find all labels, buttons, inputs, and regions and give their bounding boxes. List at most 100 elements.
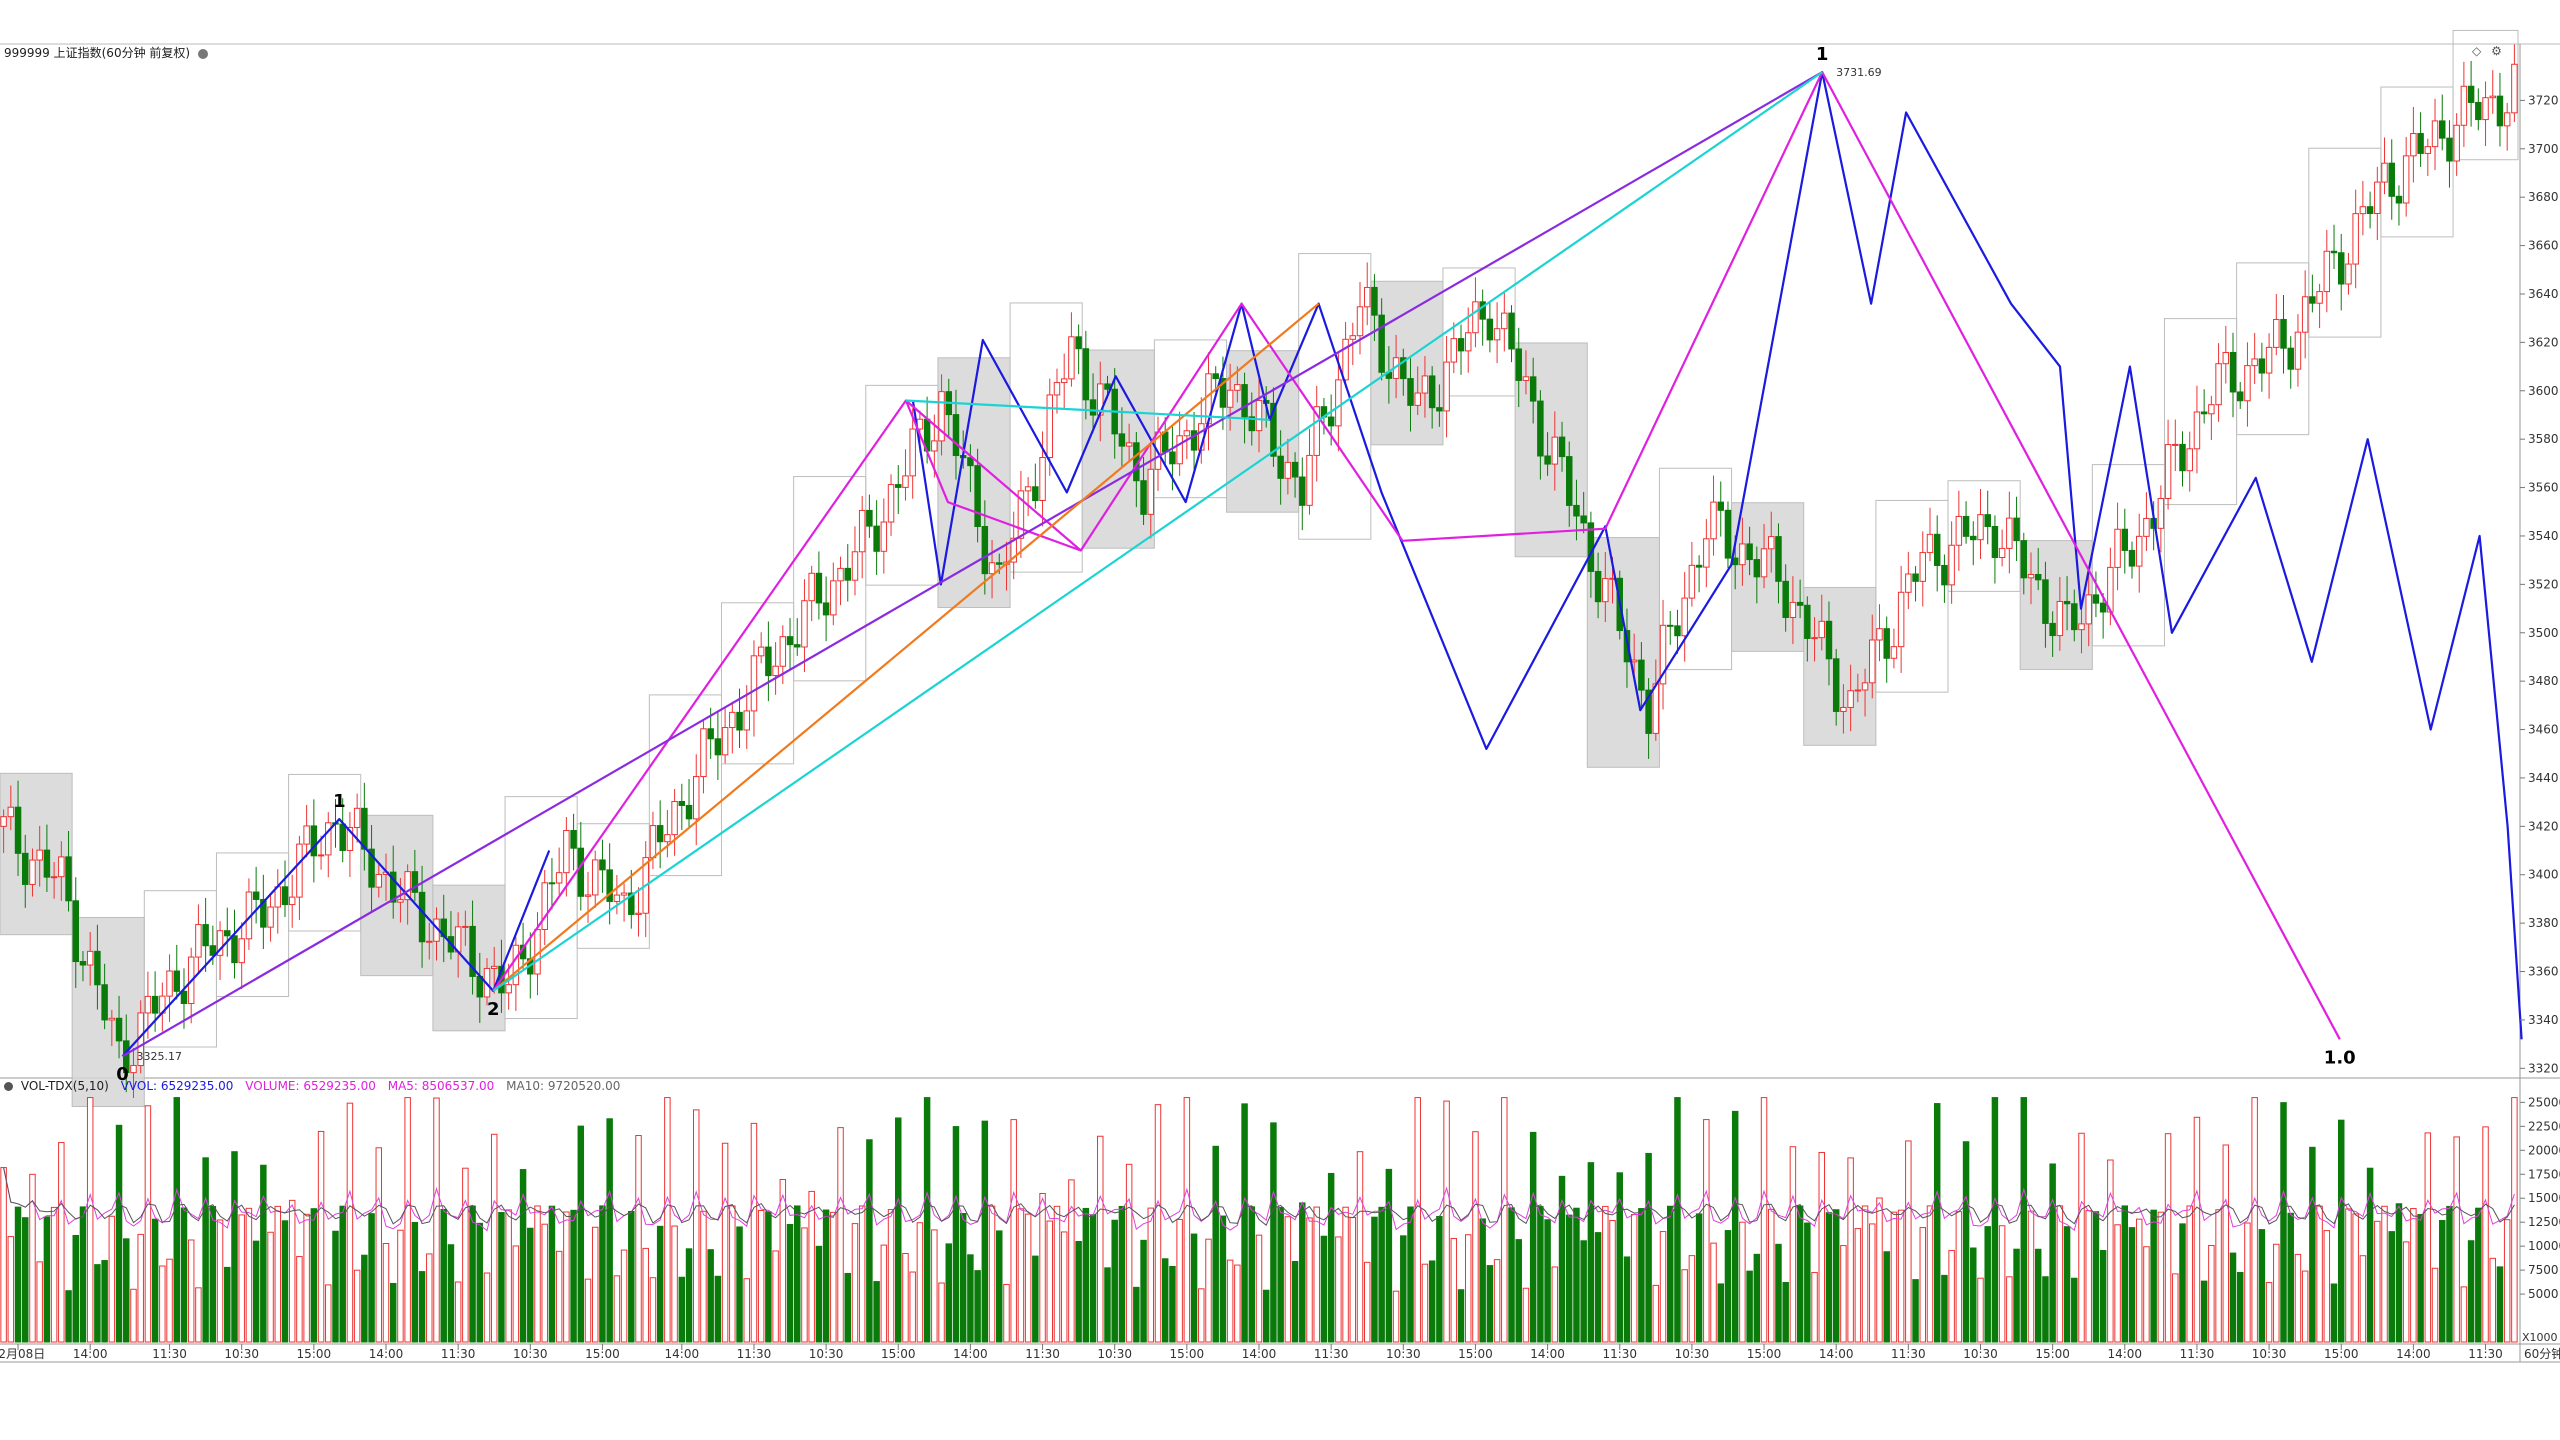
volume-bar-down [1537,1206,1544,1343]
candle-down [1327,416,1335,427]
volume-bar-up [1125,1163,1133,1343]
candle-down [1118,433,1126,447]
volume-ma10-line [3,1167,2515,1226]
volume-tick-label: 10000 [2528,1239,2560,1253]
volume-bar-down [22,1217,29,1343]
candle-down [1796,601,1804,606]
volume-bar-up [1183,1097,1191,1343]
candle-down [1580,515,1587,524]
volume-bar-up [1017,1208,1025,1343]
volume-bar-down [1508,1207,1515,1343]
range-box [1803,586,1877,746]
candle-down [599,859,606,871]
wave-line-cyan [905,399,1270,421]
candle-down [1212,373,1219,380]
candle-down [678,800,686,806]
circle-arrow-icon[interactable] [197,48,208,59]
extreme-price-label: 3325.17 [137,1050,183,1063]
volume-bar-up [534,1205,541,1343]
volume-bar-up [635,1135,642,1343]
volume-bar-up [591,1226,599,1343]
volume-tick-label: 5000 [2528,1287,2559,1301]
candle-up [729,711,736,729]
volume-bar-down [2013,1248,2020,1343]
price-tick-label: 3440 [2528,771,2559,785]
volume-bar-up [325,1284,332,1343]
candle-up [988,562,996,575]
volume-bar-up [7,1236,15,1343]
volume-settings-icon[interactable] [4,1082,13,1091]
range-box [720,602,795,765]
volume-tick-label: 25000 [2528,1095,2560,1109]
volume-bar-up [2027,1210,2035,1343]
price-tick-label: 3480 [2528,674,2559,688]
volume-bar-up [1840,1245,1847,1343]
candle-down [967,457,974,467]
candle-up [1414,392,1421,406]
volume-bar-up [1998,1225,2006,1343]
candle-down [1573,504,1580,517]
volume-bar-down [1436,1215,1443,1343]
volume-ma5-line [3,1167,2515,1232]
volume-bar-up [1284,1216,1292,1343]
volume-bar-up [2410,1208,2417,1343]
candle-up [130,1065,137,1074]
price-tick-label: 3540 [2528,529,2559,543]
instrument-title: 999999 上证指数(60分钟 前复权) [4,46,191,60]
candle-down [1984,514,1991,527]
wave-labels: 0 1 2 1 1.0 3731.69 3325.17 [116,44,2355,1085]
candle-down [1508,312,1515,350]
volume-bar-up [238,1214,245,1343]
candle-up [1876,628,1883,641]
candle-down [786,636,794,646]
diamond-icon[interactable]: ◇ [2472,44,2482,58]
volume-bar-up [2251,1097,2258,1343]
wave-label: 2 [487,999,500,1020]
volume-bar-up [729,1205,736,1343]
candle-up [296,843,303,898]
gear-icon[interactable]: ⚙ [2491,44,2502,58]
time-tick-label: 11:30 [737,1347,772,1361]
volume-bar-down [209,1206,217,1343]
candle-up [1024,486,1032,492]
candle-up [808,572,815,602]
candle-up [1356,306,1364,337]
time-tick-label: 15:00 [2035,1347,2070,1361]
volume-bar-up [1955,1211,1963,1343]
wave-line-purple [121,71,1823,1058]
volume-bar-up [1854,1228,1862,1343]
volume-bar-down [866,1139,873,1343]
volume-bar-up [1652,1284,1660,1343]
volume-bar-up [1046,1220,1054,1343]
volume-bars[interactable] [0,1097,2518,1343]
candle-down [2258,358,2266,374]
candle-up [671,800,678,836]
candle-up [2424,146,2432,154]
volume-bar-down [2366,1167,2374,1343]
volume-bar-down [1515,1239,1522,1343]
wave-annotation-lines[interactable] [121,70,2523,1058]
volume-bar-down [1529,1131,1537,1343]
candle-up [1768,536,1775,550]
time-tick-label: 10:30 [1386,1347,1421,1361]
candle-up [2402,155,2410,204]
candle-up [1890,646,1898,659]
price-tick-label: 3680 [2528,190,2559,204]
volume-bar-up [1493,1259,1501,1343]
volume-bar-up [2374,1220,2381,1343]
time-tick-label: 15:00 [585,1347,620,1361]
volume-bar-up [130,1288,137,1343]
volume-bar-up [346,1102,354,1343]
candle-up [801,600,808,648]
volume-bar-down [1169,1265,1176,1343]
price-tick-label: 3620 [2528,335,2559,349]
candle-up [664,834,671,843]
candle-down [1717,501,1724,511]
candle-down [1623,630,1631,663]
volume-bar-up [1847,1157,1854,1343]
candle-up [2410,133,2417,157]
candle-down [1674,625,1681,637]
candlesticks[interactable] [0,44,2518,1099]
volume-bar-down [1782,1281,1789,1343]
